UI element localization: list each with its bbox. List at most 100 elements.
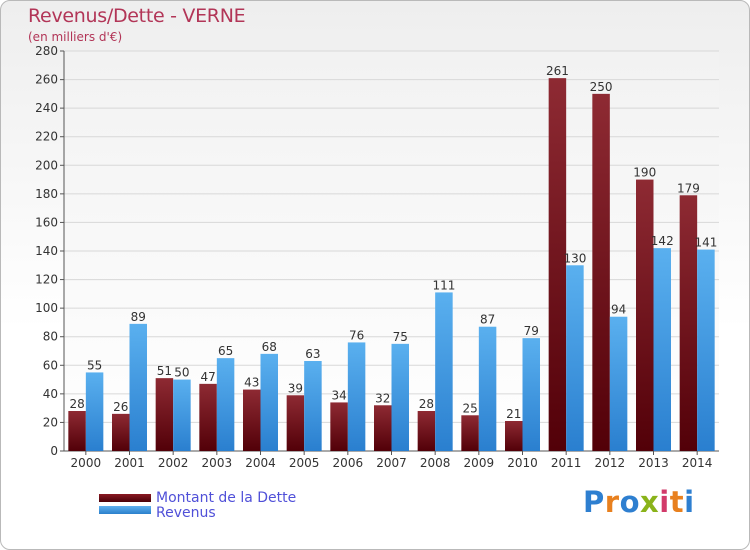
bar-revenue [216,358,235,451]
y-tick-label: 220 [35,130,58,144]
data-label-revenue: 75 [393,330,408,344]
x-tick-label: 2004 [245,456,276,470]
bar-debt [199,383,217,451]
data-label-revenue: 55 [87,358,102,372]
data-label-debt: 190 [633,166,656,180]
y-tick-label: 120 [35,273,58,287]
x-tick-label: 2014 [682,456,713,470]
logo-letter: t [669,485,685,519]
bar-revenue [173,379,191,451]
x-tick-label: 2005 [289,456,320,470]
x-tick-label: 2007 [376,456,407,470]
data-label-debt: 261 [546,64,569,78]
bar-revenue [697,249,715,451]
legend-label-revenue: Revenus [156,505,216,521]
y-tick-label: 20 [43,415,58,429]
y-tick-label: 280 [35,44,58,58]
data-label-debt: 28 [419,397,434,411]
data-label-revenue: 79 [524,324,539,338]
bar-debt [461,415,479,451]
bar-debt [548,78,567,452]
x-tick-label: 2008 [420,456,451,470]
data-label-revenue: 141 [694,236,717,250]
chart-title: Revenus/Dette - VERNE [28,5,246,27]
data-label-debt: 28 [69,397,84,411]
logo-letter: r [604,485,620,519]
bar-debt [679,195,698,451]
y-tick-label: 100 [35,301,58,315]
bar-revenue [435,292,453,451]
y-tick-label: 260 [35,73,58,87]
data-label-revenue: 76 [349,328,364,342]
data-label-revenue: 130 [563,251,586,265]
bar-debt [592,93,610,451]
y-tick-label: 40 [43,387,58,401]
legend-swatch-revenue [99,506,151,514]
bar-debt [330,402,348,451]
bar-revenue [522,338,540,451]
y-tick-label: 160 [35,215,58,229]
x-tick-label: 2006 [333,456,364,470]
x-tick-label: 2011 [551,456,582,470]
bar-debt [374,405,392,451]
data-label-revenue: 50 [174,366,189,380]
bar-debt [636,179,654,452]
y-tick-label: 240 [35,101,58,115]
bar-debt [286,395,305,451]
x-tick-label: 2012 [595,456,626,470]
y-tick-label: 180 [35,187,58,201]
bar-debt [112,413,130,451]
bar-debt [155,378,174,451]
data-label-debt: 25 [462,401,477,415]
data-label-debt: 179 [677,181,700,195]
data-label-debt: 250 [590,80,613,94]
x-tick-label: 2003 [202,456,233,470]
bar-revenue [609,316,628,451]
data-label-debt: 39 [288,381,303,395]
legend-label-debt: Montant de la Dette [156,490,297,506]
x-tick-label: 2002 [158,456,189,470]
x-tick-label: 2010 [507,456,538,470]
chart-subtitle: (en milliers d'€) [28,30,123,44]
bar-revenue [391,343,409,451]
x-tick-label: 2013 [638,456,669,470]
bar-revenue [566,265,584,451]
data-label-debt: 21 [506,407,521,421]
data-label-debt: 26 [113,400,128,414]
data-label-revenue: 142 [651,234,674,248]
y-tick-label: 140 [35,244,58,258]
logo-letter: o [619,485,641,519]
x-tick-label: 2001 [114,456,145,470]
bar-revenue [653,248,671,451]
bar-revenue [260,353,278,451]
y-tick-label: 60 [43,358,58,372]
y-tick-label: 0 [50,444,58,458]
data-label-revenue: 68 [262,340,277,354]
x-tick-label: 2000 [71,456,102,470]
data-label-debt: 43 [244,376,259,390]
bar-revenue [85,372,104,451]
bar-revenue [129,323,147,451]
bar-debt [243,389,261,451]
bar-revenue [347,342,366,451]
data-label-debt: 47 [200,370,215,384]
proxiti-logo: Proxiti [583,485,695,519]
y-tick-label: 80 [43,330,58,344]
bar-debt [417,411,436,451]
data-label-revenue: 65 [218,344,233,358]
bar-revenue [478,326,497,451]
logo-letter: i [684,485,695,519]
x-tick-label: 2009 [464,456,495,470]
bar-debt [68,411,86,451]
logo-letter: P [583,485,605,519]
y-tick-label: 200 [35,158,58,172]
data-label-revenue: 94 [611,303,626,317]
data-label-revenue: 63 [305,347,320,361]
logo-letter: x [640,485,660,519]
legend-swatch-debt [99,494,151,502]
bar-revenue [304,361,322,451]
logo-letter: i [659,485,670,519]
data-label-debt: 32 [375,391,390,405]
